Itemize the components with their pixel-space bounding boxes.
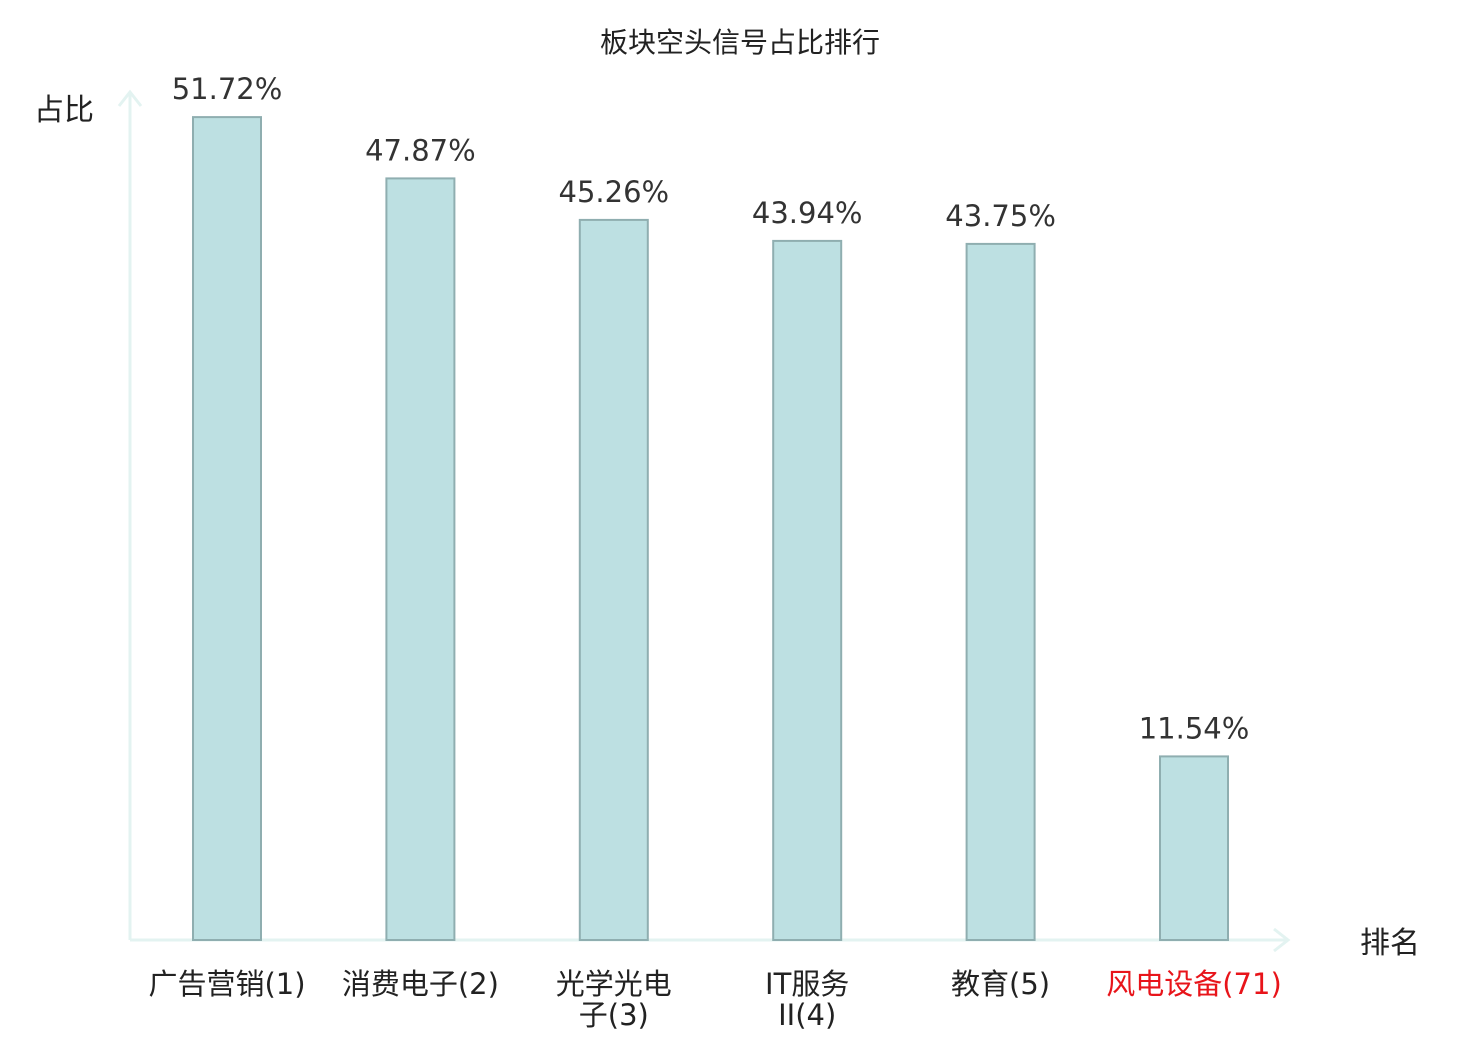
category-label: 子(3): [579, 998, 649, 1032]
x-axis: 排名: [130, 926, 1420, 961]
y-axis-label: 占比: [34, 93, 94, 128]
bar: [192, 116, 262, 942]
category-label: 教育(5): [951, 967, 1050, 1001]
bar: [965, 242, 1036, 941]
bar: [385, 177, 456, 941]
x-axis-label: 排名: [1360, 926, 1420, 961]
bar-value-label: 11.54%: [1139, 711, 1250, 745]
category-label: 广告营销(1): [148, 967, 305, 1001]
bar: [1159, 755, 1229, 942]
bar-value-label: 51.72%: [172, 72, 283, 106]
category-label: II(4): [778, 998, 836, 1032]
x-axis-arrow: [1273, 927, 1291, 953]
chart-title: 板块空头信号占比排行: [600, 26, 880, 59]
bar: [772, 239, 843, 941]
bar-value-label: 43.94%: [752, 196, 863, 230]
category-label: 风电设备(71): [1106, 967, 1282, 1001]
bar-value-label: 47.87%: [365, 133, 476, 167]
category-label: IT服务: [765, 967, 849, 1001]
category-label: 光学光电: [556, 967, 672, 1001]
y-axis-arrow: [117, 89, 143, 107]
value-labels: 51.72% 47.87% 45.26% 43.94% 43.75% 11.54%: [172, 72, 1250, 745]
bar-series: [192, 116, 1229, 942]
bar: [578, 218, 649, 941]
bar-value-label: 43.75%: [945, 199, 1056, 233]
bar-value-label: 45.26%: [559, 175, 670, 209]
category-label: 消费电子(2): [342, 967, 499, 1001]
y-axis: 占比: [34, 89, 143, 940]
